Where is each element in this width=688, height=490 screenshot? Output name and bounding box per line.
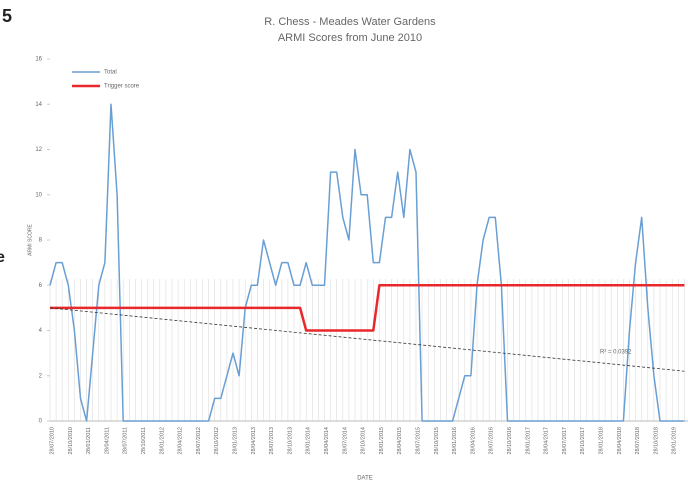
legend-label: Total <box>104 70 117 76</box>
x-tick-label: 28/04/2015 <box>397 427 403 455</box>
x-tick-label: 28/01/2019 <box>672 427 678 455</box>
y-tick-label: 16 <box>35 57 42 63</box>
x-tick-label: 28/10/2012 <box>214 427 220 455</box>
x-tick-label: 28/10/2011 <box>141 427 147 454</box>
x-tick-label: 28/04/2012 <box>178 427 184 455</box>
x-tick-label: 28/01/2014 <box>306 427 312 455</box>
y-tick-label: 0 <box>39 419 43 425</box>
x-tick-label: 28/07/2013 <box>269 427 275 455</box>
x-tick-label: 28/10/2010 <box>68 427 74 455</box>
page-fragment: e <box>0 249 5 266</box>
chart-title: R. Chess - Meades Water Gardens <box>264 16 436 28</box>
x-tick-label: 28/07/2018 <box>635 427 641 455</box>
x-tick-label: 28/04/2014 <box>324 427 330 455</box>
x-tick-label: 28/10/2014 <box>361 427 367 455</box>
trendline-label: R² = 0.0392 <box>600 350 632 356</box>
x-tick-label: 28/07/2014 <box>342 427 348 455</box>
series-line <box>49 103 685 422</box>
x-tick-label: 28/10/2018 <box>653 427 659 455</box>
y-tick-label: 12 <box>35 147 42 153</box>
page-fragment: 5 <box>2 6 12 26</box>
x-tick-label: 28/04/2017 <box>544 427 550 455</box>
x-tick-label: 28/07/2011 <box>123 427 129 454</box>
y-tick-label: 4 <box>39 328 43 334</box>
x-tick-label: 28/07/2015 <box>415 427 421 455</box>
x-tick-label: 28/07/2010 <box>49 427 55 455</box>
x-tick-label: 28/10/2017 <box>580 427 586 455</box>
trendline <box>49 307 685 372</box>
x-tick-label: 28/10/2015 <box>434 427 440 455</box>
y-tick-label: 10 <box>35 192 42 198</box>
x-tick-label: 28/01/2017 <box>525 427 531 455</box>
legend-label: Trigger score <box>104 84 140 90</box>
x-tick-label: 28/04/2016 <box>470 427 476 455</box>
x-tick-label: 28/01/2011 <box>86 427 92 454</box>
x-tick-label: 28/04/2011 <box>104 427 110 454</box>
y-axis-label: ARMI SCORE <box>27 224 33 256</box>
y-tick-label: 14 <box>35 102 42 108</box>
y-tick-label: 8 <box>39 238 43 244</box>
y-tick-label: 2 <box>39 373 43 379</box>
x-tick-label: 28/10/2013 <box>287 427 293 455</box>
x-axis-label: DATE <box>357 476 373 482</box>
x-tick-label: 28/01/2013 <box>232 427 238 455</box>
x-tick-label: 28/07/2016 <box>489 427 495 455</box>
x-tick-label: 28/01/2012 <box>159 427 165 455</box>
x-tick-label: 28/10/2016 <box>507 427 513 455</box>
x-tick-label: 28/07/2012 <box>196 427 202 455</box>
chart-subtitle: ARMI Scores from June 2010 <box>278 32 422 44</box>
y-tick-label: 6 <box>39 283 43 289</box>
x-tick-label: 28/04/2018 <box>617 427 623 455</box>
x-tick-label: 28/01/2016 <box>452 427 458 455</box>
x-tick-label: 28/01/2015 <box>379 427 385 455</box>
x-tick-label: 28/07/2017 <box>562 427 568 455</box>
x-tick-label: 28/01/2018 <box>598 427 604 455</box>
series-line <box>50 284 685 332</box>
x-tick-label: 28/04/2013 <box>251 427 257 455</box>
